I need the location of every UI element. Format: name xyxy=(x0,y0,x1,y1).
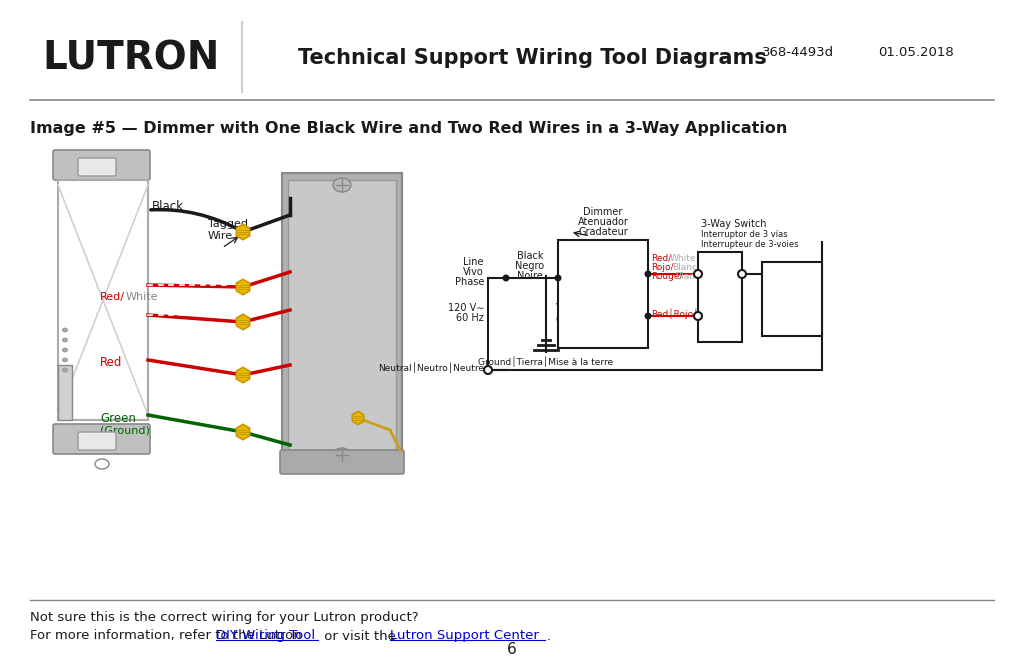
Text: Verde: Verde xyxy=(556,303,584,313)
Ellipse shape xyxy=(62,338,68,342)
Text: Tagged
Wire: Tagged Wire xyxy=(208,219,248,241)
Text: 60 Hz: 60 Hz xyxy=(457,313,484,323)
Text: LUTRON: LUTRON xyxy=(42,39,219,77)
Text: Green: Green xyxy=(555,315,585,325)
Text: DIY Wiring Tool: DIY Wiring Tool xyxy=(216,630,315,643)
Text: Green: Green xyxy=(100,412,136,424)
Ellipse shape xyxy=(95,160,109,170)
Text: Black: Black xyxy=(152,199,184,213)
Polygon shape xyxy=(352,411,364,424)
Text: Atenuador: Atenuador xyxy=(578,217,629,227)
Ellipse shape xyxy=(62,368,68,372)
Text: White: White xyxy=(126,292,159,302)
Circle shape xyxy=(555,275,561,281)
Polygon shape xyxy=(237,279,250,295)
Circle shape xyxy=(484,366,492,374)
FancyBboxPatch shape xyxy=(53,424,150,454)
Text: 368-4493d: 368-4493d xyxy=(762,46,835,58)
Bar xyxy=(288,180,396,462)
Text: 120 V∼: 120 V∼ xyxy=(447,303,484,313)
Text: Neutral│Neutro│Neutre: Neutral│Neutro│Neutre xyxy=(378,363,484,373)
Text: Interruptor de 3 vías: Interruptor de 3 vías xyxy=(701,230,787,238)
Text: 3-Way Switch: 3-Way Switch xyxy=(701,219,767,229)
Circle shape xyxy=(644,312,651,320)
Ellipse shape xyxy=(333,448,351,462)
Text: 01.05.2018: 01.05.2018 xyxy=(878,46,953,58)
FancyBboxPatch shape xyxy=(78,158,116,176)
Text: Blanc: Blanc xyxy=(675,271,700,281)
Text: Red/: Red/ xyxy=(100,292,125,302)
FancyBboxPatch shape xyxy=(78,432,116,450)
Ellipse shape xyxy=(62,328,68,332)
Circle shape xyxy=(503,275,510,281)
Text: Lumière: Lumière xyxy=(772,295,812,305)
Text: Red/: Red/ xyxy=(651,254,672,263)
Text: Dimmer: Dimmer xyxy=(584,207,623,217)
Text: Blanco: Blanco xyxy=(672,263,702,271)
Text: .: . xyxy=(547,630,551,643)
Text: Rouge/: Rouge/ xyxy=(651,271,683,281)
Text: For more information, refer to the Lutron: For more information, refer to the Lutro… xyxy=(30,630,306,643)
Circle shape xyxy=(738,270,746,278)
Text: Vivo: Vivo xyxy=(463,267,484,277)
Circle shape xyxy=(694,270,702,278)
Bar xyxy=(58,365,72,420)
Ellipse shape xyxy=(333,178,351,192)
Text: Red│Rojo│Rouge: Red│Rojo│Rouge xyxy=(651,308,727,319)
Text: White: White xyxy=(670,254,696,263)
Bar xyxy=(698,252,742,342)
Text: (Ground): (Ground) xyxy=(100,425,150,435)
FancyBboxPatch shape xyxy=(280,450,404,474)
Polygon shape xyxy=(237,224,250,240)
Text: Phase: Phase xyxy=(455,277,484,287)
Ellipse shape xyxy=(62,358,68,362)
Text: 6: 6 xyxy=(507,643,517,657)
Bar xyxy=(762,262,822,336)
Text: Lutron Support Center: Lutron Support Center xyxy=(390,630,539,643)
Text: Black: Black xyxy=(517,251,544,261)
Text: Vert: Vert xyxy=(560,291,580,301)
Circle shape xyxy=(694,312,702,320)
Text: Light: Light xyxy=(779,271,805,281)
FancyBboxPatch shape xyxy=(53,150,150,180)
Polygon shape xyxy=(237,367,250,383)
Text: Negro: Negro xyxy=(515,261,545,271)
Polygon shape xyxy=(237,314,250,330)
Text: Rojo/: Rojo/ xyxy=(651,263,674,271)
Text: Image #5 — Dimmer with One Black Wire and Two Red Wires in a 3-Way Application: Image #5 — Dimmer with One Black Wire an… xyxy=(30,120,787,136)
Bar xyxy=(58,180,148,420)
Text: Line: Line xyxy=(464,257,484,267)
Ellipse shape xyxy=(62,348,68,352)
Ellipse shape xyxy=(95,459,109,469)
Text: Not sure this is the correct wiring for your Lutron product?: Not sure this is the correct wiring for … xyxy=(30,612,419,624)
Text: Lámpara: Lámpara xyxy=(770,283,814,293)
Circle shape xyxy=(644,271,651,277)
Polygon shape xyxy=(237,424,250,440)
Text: Red: Red xyxy=(100,355,123,369)
Text: Technical Support Wiring Tool Diagrams: Technical Support Wiring Tool Diagrams xyxy=(298,48,767,68)
Bar xyxy=(558,240,648,348)
Text: or visit the: or visit the xyxy=(321,630,400,643)
Bar xyxy=(282,173,402,468)
Text: Interrupteur de 3-voies: Interrupteur de 3-voies xyxy=(701,240,799,248)
Text: Noire: Noire xyxy=(517,271,543,281)
Text: Ground│Tierra│Mise à la terre: Ground│Tierra│Mise à la terre xyxy=(478,357,613,367)
Text: Gradateur: Gradateur xyxy=(579,227,628,237)
